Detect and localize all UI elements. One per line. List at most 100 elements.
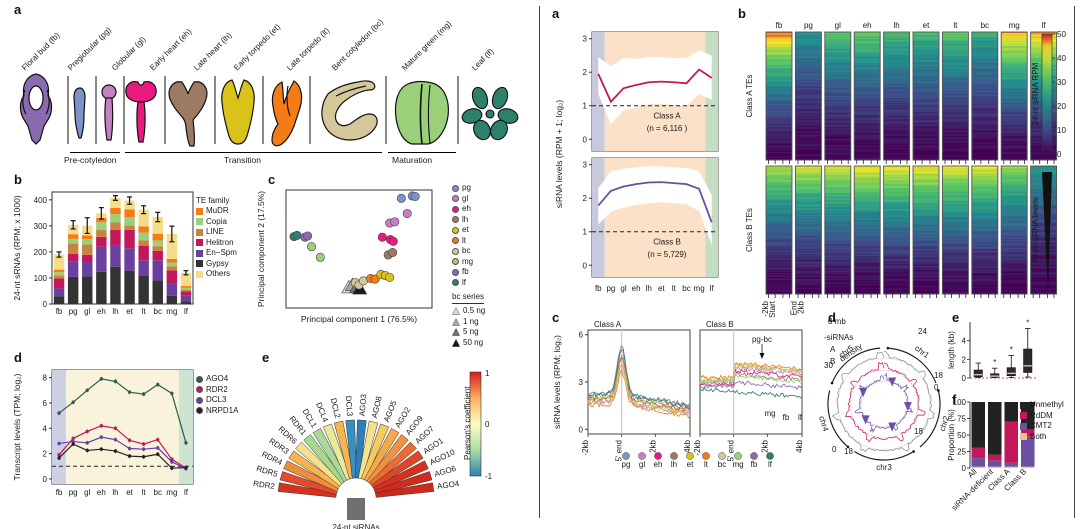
right-e-ytick-label-1: 2 (962, 355, 967, 364)
legend-label-ago4: AGO4 (206, 374, 229, 384)
panel-b-bar-fb-Copia (53, 272, 65, 276)
right-b-colorbar-label-3: 30 (1057, 78, 1066, 87)
panel-d-point-NRPD1A-4 (113, 449, 118, 453)
class-a-column-gl (824, 31, 852, 161)
panel-d-band-lf (178, 370, 193, 484)
panel-e-link-AGO4 (375, 482, 435, 498)
panel-d-xtick-label-mg: mg (166, 488, 177, 497)
right-b-colorbar2-wedge (1042, 172, 1052, 292)
panel-b-bar-gl-Gypsy (82, 276, 93, 304)
right-a-ytick-label-0-0: 0 (583, 135, 588, 144)
right-b-colorbar-label-5: 50 (1057, 30, 1066, 39)
panel-b-ytick-label-1: 100 (34, 274, 48, 283)
swatch-copia (196, 218, 203, 226)
legend-label-lt: lt (462, 235, 466, 245)
right-e-box-siRNA-deficient (990, 373, 1000, 378)
right-panel-e-letter: e (952, 310, 960, 325)
swatch-both (1020, 433, 1027, 441)
panel-b-bar-lf-Helitron (180, 291, 192, 296)
triangle-0-5ng (451, 307, 461, 315)
right-c-legend-label-lt: lt (704, 460, 709, 469)
panel-b-letter: b (14, 172, 22, 187)
right-c-xtick-label-1-1: 5' end (727, 440, 736, 462)
panel-c-point-fb-3 (303, 231, 313, 241)
stage-name-0: Floral bud (fb) (20, 30, 62, 73)
panel-b-bar-mg-Gypsy (166, 295, 178, 304)
panel-b-ytick-label-4: 400 (34, 196, 48, 205)
panel-e-link-RDR3 (288, 450, 341, 490)
right-f-bar-Class B-RdDM (1020, 429, 1035, 437)
legend-label-pg: pg (462, 183, 471, 193)
panel-b-bar-fb-En-Spm (53, 288, 65, 297)
panel-d-point-DCL3-8 (170, 460, 174, 464)
swatch-line (196, 228, 203, 236)
embryo-silhouettes (19, 73, 519, 147)
legend-item-line: LINE (196, 227, 237, 238)
panel-e-link-DCL4 (322, 423, 352, 481)
panel-b-bar-bc-Others (152, 217, 163, 234)
legend-label-both: Both (1030, 431, 1047, 441)
panel-b-bar-et-MuDR (124, 209, 135, 218)
dot-rdr2 (196, 386, 203, 394)
right-f-bar-siRNA-deficient-Unmethyl (987, 402, 1002, 455)
panel-b-bar-et-Gypsy (124, 270, 135, 304)
right-a-xtick-label-et: et (658, 284, 665, 293)
panel-b-xtick-label-eh: eh (97, 307, 106, 316)
right-c-annotation-mg: mg (764, 409, 775, 418)
right-c-ytick-label-2: 6 (579, 331, 584, 340)
right-b-colorbar-label-2: 20 (1057, 102, 1066, 111)
right-b-colorbar-title: 24-nt siRNA RPM (1031, 62, 1040, 125)
right-e-sig-Class A: * (1010, 346, 1013, 355)
right-c-legend-label-eh: eh (654, 460, 663, 469)
right-c-legend-label-lf: lf (768, 460, 773, 469)
right-c-legend-dot-pg (622, 452, 630, 460)
legend-item-bc: bc (452, 246, 473, 257)
right-f-bar-Class A-Unmethyl (1004, 402, 1019, 422)
panel-d-ylabel: Transcript levels (TPM; log₂) (12, 373, 22, 480)
group-label-maturation: Maturation (392, 155, 433, 165)
right-a-xtick-label-lt: lt (672, 284, 677, 293)
right-b-column-label-bc: bc (981, 21, 989, 30)
triangle-1ng (451, 317, 461, 326)
right-e-box-Class A (1006, 367, 1016, 377)
panel-e-link-AGO3 (355, 419, 367, 479)
legend-item-rddm: RdDM (1020, 411, 1064, 422)
right-b-colorbar2-title: 24-nt-siRNA levels (1031, 197, 1040, 263)
stage-name-4: Late heart (lh) (192, 30, 234, 73)
svg-text:1: 1 (485, 369, 490, 378)
panel-e-link-DCL3 (345, 419, 357, 479)
right-c-legend-label-mg: mg (732, 460, 743, 469)
legend-item-others: Others (196, 269, 237, 280)
panel-b-bar-eh-Helitron (96, 236, 107, 247)
legend-item-lt: lt (452, 236, 473, 247)
panel-b-bar-gl-Copia (82, 239, 93, 245)
panel-b-bar-pg-Helitron (67, 253, 79, 262)
right-panel-c-chart: Class A -2kb 5' end 2kb 4kb 0 3 6 siRNA levels (… (552, 320, 804, 469)
group-label-pre-cotyledon: Pre-cotyledon (64, 155, 117, 165)
panel-e-link-RDR4 (283, 460, 340, 492)
right-a-line-Class B (597, 181, 713, 223)
panel-b-bar-pg-Gypsy (67, 276, 79, 304)
panel-d-point-RDR2-7 (156, 437, 160, 442)
right-f-bar-siRNA-deficient-RdDM (987, 454, 1002, 461)
right-d-scale-0b: 0 (832, 445, 837, 454)
right-d-chr-label-3: chr3 (876, 463, 892, 472)
panel-d-ytick-label-1: 2 (43, 450, 48, 459)
right-c-xtick-label-0-3: 4kb (683, 439, 692, 452)
right-c-legend-label-et: et (687, 460, 694, 469)
stage-name-5: Early torpedo (et) (232, 22, 283, 73)
panel-b-bar-mg-Others (166, 233, 178, 259)
right-b-xaxis-label-1: Start (768, 300, 777, 318)
panel-b-bar-gl-En-Spm (82, 262, 93, 277)
right-c-title-0: Class A (594, 320, 622, 329)
panel-c-point-pg-24 (410, 191, 420, 201)
panel-c-point-lh-15 (388, 248, 398, 258)
panel-e-link-RDR5 (279, 471, 338, 495)
right-panel-b-letter: b (738, 6, 746, 21)
panel-b-bar-lt-LINE (138, 240, 149, 246)
panel-b-bar-bc-En-Spm (152, 260, 163, 281)
swatch-rddm (1020, 412, 1027, 420)
right-c-line-1-bc (699, 364, 803, 384)
legend-item-unmethyl: Unmethyl (1020, 400, 1064, 411)
panel-b-xtick-label-pg: pg (69, 307, 78, 316)
